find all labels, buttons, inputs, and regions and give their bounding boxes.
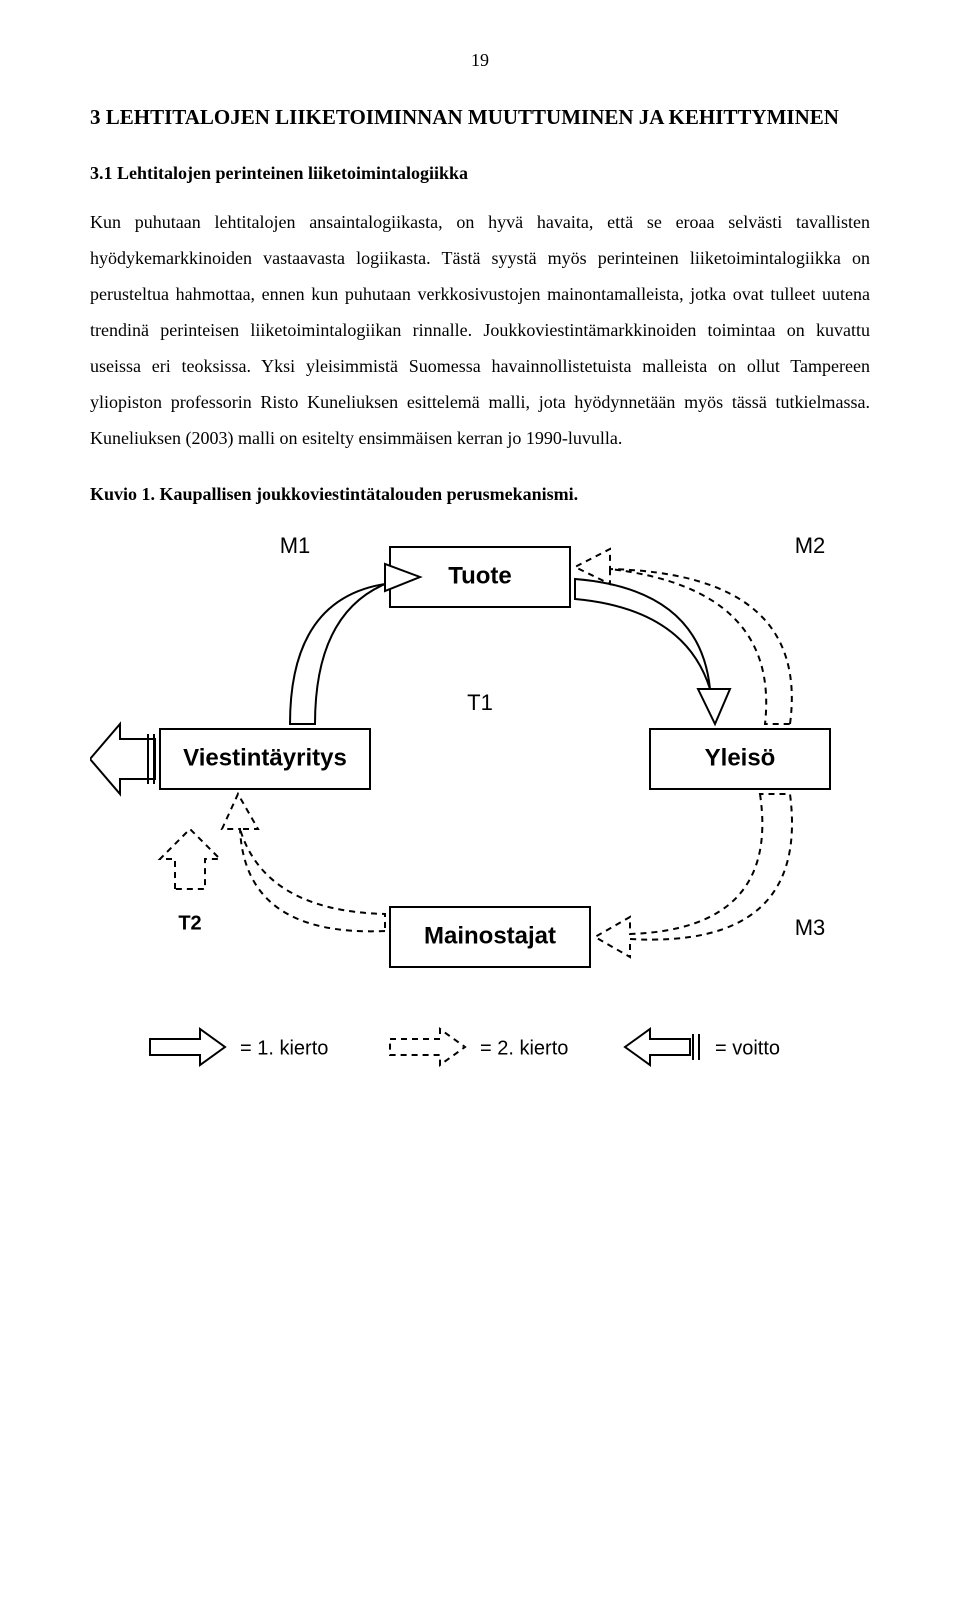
arrow-m3 <box>595 794 792 957</box>
legend-voitto-icon <box>625 1029 690 1065</box>
label-m3: M3 <box>795 914 826 939</box>
body-paragraph: Kun puhutaan lehtitalojen ansaintalogiik… <box>90 204 870 456</box>
node-yleiso-label: Yleisö <box>705 744 776 771</box>
legend-dashed-icon <box>390 1029 465 1065</box>
node-mainostajat-label: Mainostajat <box>424 922 556 949</box>
flow-diagram: Tuote Viestintäyritys Yleisö Mainostajat… <box>90 529 870 1089</box>
arrow-t2-small <box>160 829 220 889</box>
label-m1: M1 <box>280 532 311 557</box>
chapter-heading: 3 LEHTITALOJEN LIIKETOIMINNAN MUUTTUMINE… <box>90 101 870 135</box>
page: 19 3 LEHTITALOJEN LIIKETOIMINNAN MUUTTUM… <box>0 0 960 1129</box>
node-tuote-label: Tuote <box>448 562 512 589</box>
page-number: 19 <box>90 50 870 71</box>
legend-solid-icon <box>150 1029 225 1065</box>
legend-k2: = 2. kierto <box>480 1037 568 1059</box>
legend-k1: = 1. kierto <box>240 1037 328 1059</box>
label-m2: M2 <box>795 532 826 557</box>
label-t2: T2 <box>178 912 201 934</box>
arrow-t2-curve <box>222 794 385 931</box>
arrow-t1 <box>575 579 730 724</box>
legend-k3: = voitto <box>715 1037 780 1059</box>
figure-caption: Kuvio 1. Kaupallisen joukkoviestintätalo… <box>90 484 870 505</box>
node-viestintayritys-label: Viestintäyritys <box>183 744 347 771</box>
section-heading: 3.1 Lehtitalojen perinteinen liiketoimin… <box>90 163 870 184</box>
arrow-voitto <box>90 724 155 794</box>
label-t1: T1 <box>467 689 493 714</box>
